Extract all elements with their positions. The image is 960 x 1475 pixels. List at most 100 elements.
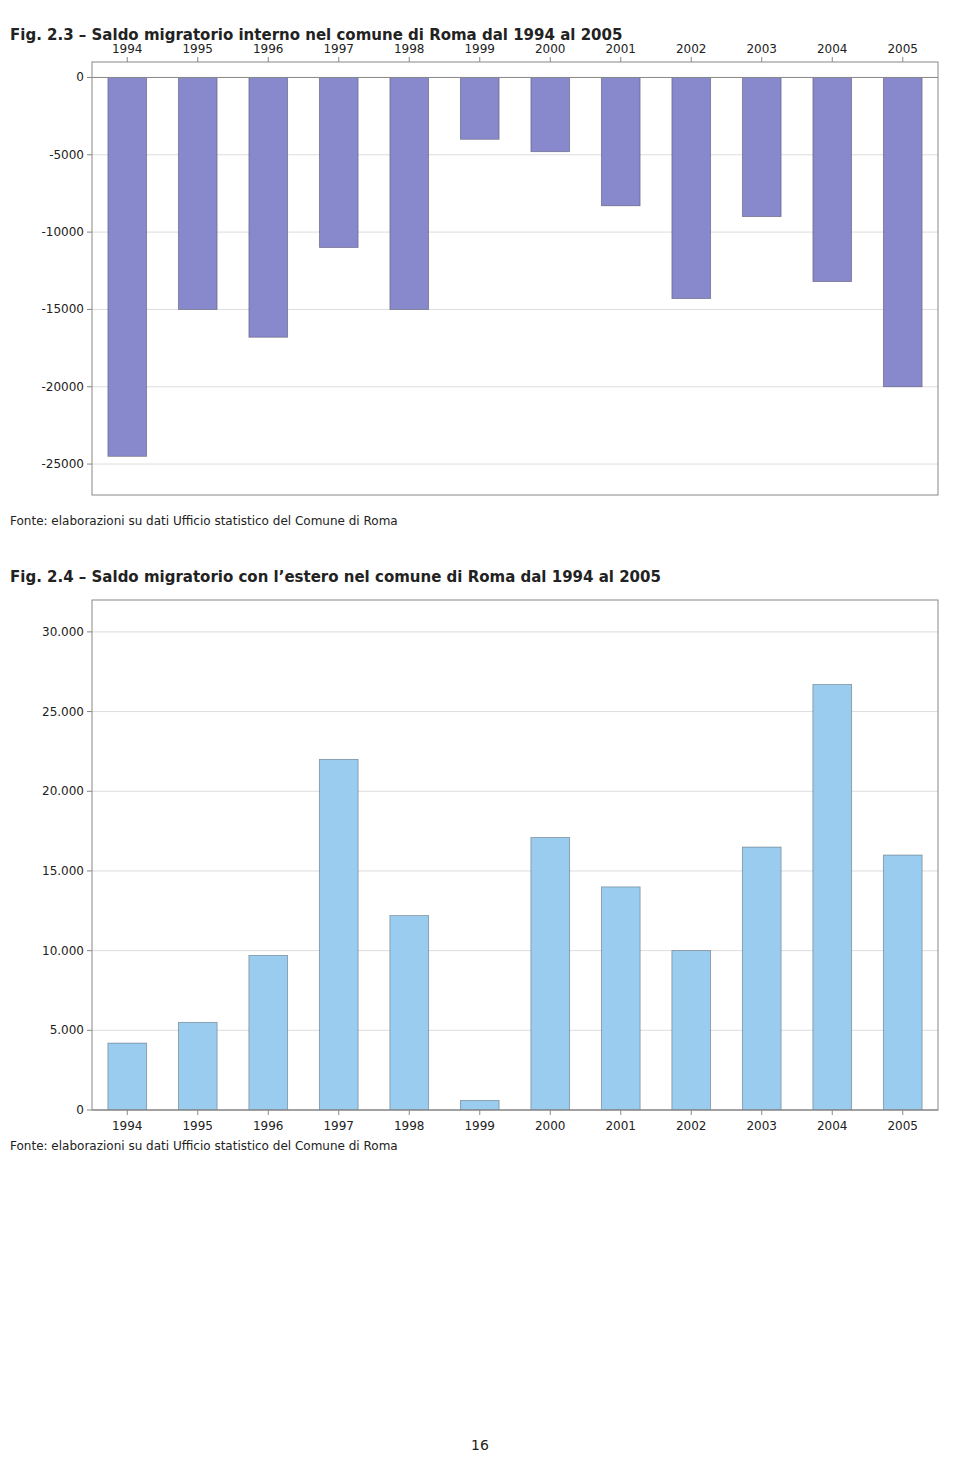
bar [813, 684, 852, 1110]
y-tick [87, 1110, 92, 1111]
zero-line [92, 77, 938, 78]
bars [108, 684, 922, 1110]
x-tick-label: 2001 [605, 42, 636, 56]
y-tick [87, 77, 92, 78]
bar [531, 77, 570, 151]
x-axis: 1994199519961997199819992000200120022003… [112, 1110, 918, 1133]
y-tick-label: 10.000 [42, 944, 84, 958]
plot-frame [92, 600, 938, 1110]
x-tick [832, 57, 833, 62]
bar [178, 77, 217, 309]
bar [390, 77, 429, 309]
y-tick [87, 711, 92, 712]
x-tick [409, 1110, 410, 1115]
x-tick [197, 57, 198, 62]
grid-line [92, 711, 938, 712]
chart-title: Fig. 2.4 – Saldo migratorio con l’estero… [10, 568, 661, 586]
x-tick [832, 1110, 833, 1115]
plot-frame [92, 62, 938, 495]
y-tick [87, 464, 92, 465]
y-axis: 0 -5000 -10000 -15000 -20000 -25000 [41, 70, 92, 471]
chart: Fig. 2.3 – Saldo migratorio interno nel … [10, 26, 938, 528]
y-tick-label: -15000 [41, 302, 84, 316]
y-tick-label: 0 [76, 70, 84, 84]
y-tick [87, 870, 92, 871]
bar [108, 77, 147, 456]
y-tick-label: -10000 [41, 225, 84, 239]
grid [92, 632, 938, 1110]
y-tick-label: 15.000 [42, 864, 84, 878]
grid-line [92, 309, 938, 310]
y-tick-label: -20000 [41, 380, 84, 394]
x-tick [620, 1110, 621, 1115]
x-tick-label: 2003 [746, 1119, 777, 1133]
grid-line [92, 386, 938, 387]
bar [813, 77, 852, 281]
y-tick [87, 1030, 92, 1031]
x-axis: 1994199519961997199819992000200120022003… [112, 42, 918, 62]
x-tick-label: 1999 [464, 1119, 495, 1133]
y-tick-label: 0 [76, 1103, 84, 1117]
x-tick-label: 2002 [676, 1119, 707, 1133]
x-tick-label: 1997 [323, 1119, 354, 1133]
x-tick [197, 1110, 198, 1115]
x-tick [691, 57, 692, 62]
x-tick [761, 1110, 762, 1115]
x-tick [338, 57, 339, 62]
y-tick [87, 386, 92, 387]
x-tick [268, 57, 269, 62]
bar [178, 1022, 217, 1110]
grid-line [92, 1030, 938, 1031]
bar [601, 77, 640, 205]
source-note: Fonte: elaborazioni su dati Ufficio stat… [10, 1139, 398, 1153]
x-tick-label: 1996 [253, 1119, 284, 1133]
bar [249, 77, 288, 337]
x-tick [761, 57, 762, 62]
y-tick-label: 20.000 [42, 784, 84, 798]
x-tick [550, 1110, 551, 1115]
y-tick [87, 309, 92, 310]
bar [601, 887, 640, 1110]
y-tick-label: -5000 [49, 148, 84, 162]
grid-line [92, 464, 938, 465]
x-tick-label: 2005 [887, 42, 918, 56]
x-tick [338, 1110, 339, 1115]
x-tick-label: 1995 [182, 1119, 213, 1133]
bar [249, 955, 288, 1110]
y-tick [87, 232, 92, 233]
x-tick [691, 1110, 692, 1115]
bar [460, 1100, 499, 1110]
bar [672, 77, 711, 298]
x-tick-label: 2004 [817, 42, 848, 56]
bar [319, 77, 358, 247]
x-tick-label: 1994 [112, 1119, 143, 1133]
x-tick [479, 1110, 480, 1115]
grid-line [92, 232, 938, 233]
bar [742, 847, 781, 1110]
y-tick [87, 950, 92, 951]
x-tick-label: 1998 [394, 42, 425, 56]
bar [390, 916, 429, 1110]
grid-line [92, 154, 938, 155]
x-tick-label: 2000 [535, 42, 566, 56]
bar [531, 837, 570, 1110]
x-tick-label: 1997 [323, 42, 354, 56]
x-tick [479, 57, 480, 62]
page: Fig. 2.3 – Saldo migratorio interno nel … [0, 0, 960, 1475]
bars [108, 77, 922, 456]
x-tick [409, 57, 410, 62]
y-tick-label: -25000 [41, 457, 84, 471]
x-tick-label: 2000 [535, 1119, 566, 1133]
y-axis: 05.00010.00015.00020.00025.00030.000 [42, 625, 92, 1117]
source-note: Fonte: elaborazioni su dati Ufficio stat… [10, 514, 398, 528]
bar [319, 759, 358, 1110]
bar [883, 855, 922, 1110]
x-tick-label: 1998 [394, 1119, 425, 1133]
x-tick-label: 2002 [676, 42, 707, 56]
grid-line [92, 631, 938, 632]
x-tick [902, 57, 903, 62]
chart-title: Fig. 2.3 – Saldo migratorio interno nel … [10, 26, 622, 44]
bar [672, 951, 711, 1110]
x-tick-label: 2003 [746, 42, 777, 56]
bar [108, 1043, 147, 1110]
